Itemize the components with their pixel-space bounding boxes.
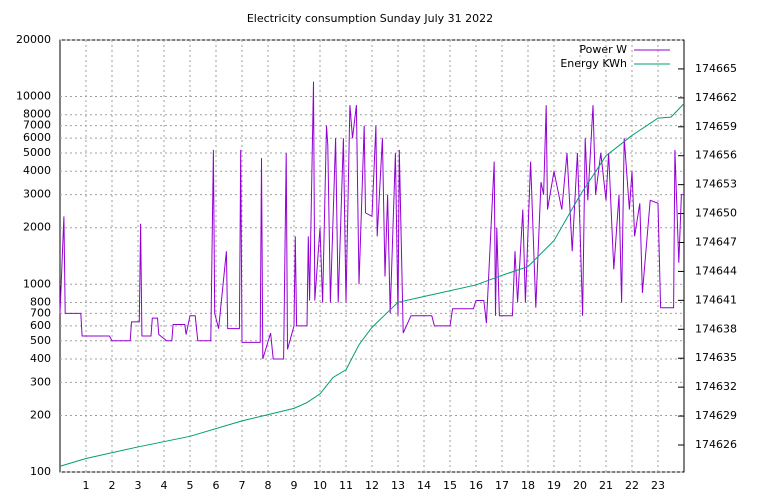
x-tick-label: 5 [187,479,194,492]
series-line [59,103,685,467]
y2-tick-label: 174641 [695,293,737,306]
y2-tick-label: 174662 [695,91,737,104]
x-tick-label: 20 [573,479,587,492]
legend-label: Energy KWh [560,57,627,70]
chart-title: Electricity consumption Sunday July 31 2… [247,12,493,25]
y-tick-label: 8000 [23,108,51,121]
y2-tick-label: 174638 [695,322,737,335]
x-tick-label: 8 [265,479,272,492]
y-tick-label: 200 [30,408,51,421]
y-tick-label: 500 [30,334,51,347]
x-tick-label: 19 [547,479,561,492]
y-tick-label: 1000 [23,277,51,290]
x-tick-label: 9 [291,479,298,492]
y-tick-label: 700 [30,306,51,319]
y2-tick-label: 174626 [695,438,737,451]
y2-tick-label: 174635 [695,351,737,364]
y2-tick-label: 174656 [695,149,737,162]
x-tick-label: 1 [83,479,90,492]
x-tick-label: 12 [365,479,379,492]
x-tick-label: 21 [599,479,613,492]
x-tick-label: 14 [417,479,431,492]
y2-tick-label: 174629 [695,409,737,422]
x-tick-label: 3 [135,479,142,492]
x-tick-label: 13 [391,479,405,492]
x-tick-label: 23 [651,479,665,492]
y2-tick-label: 174665 [695,62,737,75]
y-tick-label: 10000 [16,90,51,103]
y-tick-label: 3000 [23,188,51,201]
y2-tick-label: 174644 [695,264,737,277]
y2-tick-label: 174653 [695,178,737,191]
y-tick-label: 800 [30,295,51,308]
x-tick-label: 17 [495,479,509,492]
legend-label: Power W [579,43,627,56]
y-tick-label: 4000 [23,164,51,177]
x-tick-label: 22 [625,479,639,492]
y2-tick-label: 174659 [695,120,737,133]
x-tick-label: 10 [313,479,327,492]
x-tick-label: 18 [521,479,535,492]
series-line [59,81,684,360]
y-tick-label: 7000 [23,119,51,132]
y-tick-label: 2000 [23,221,51,234]
y2-tick-label: 174650 [695,207,737,220]
y-tick-label: 300 [30,375,51,388]
x-tick-label: 15 [443,479,457,492]
x-tick-label: 4 [161,479,168,492]
y-tick-label: 600 [30,319,51,332]
y-tick-label: 5000 [23,146,51,159]
x-tick-label: 2 [109,479,116,492]
y-tick-label: 400 [30,352,51,365]
x-tick-label: 16 [469,479,483,492]
y-tick-label: 20000 [16,33,51,46]
x-tick-label: 6 [213,479,220,492]
y-tick-label: 6000 [23,131,51,144]
x-tick-label: 7 [239,479,246,492]
x-tick-label: 11 [339,479,353,492]
y2-tick-label: 174632 [695,380,737,393]
y2-tick-label: 174647 [695,236,737,249]
y-tick-label: 100 [30,465,51,478]
